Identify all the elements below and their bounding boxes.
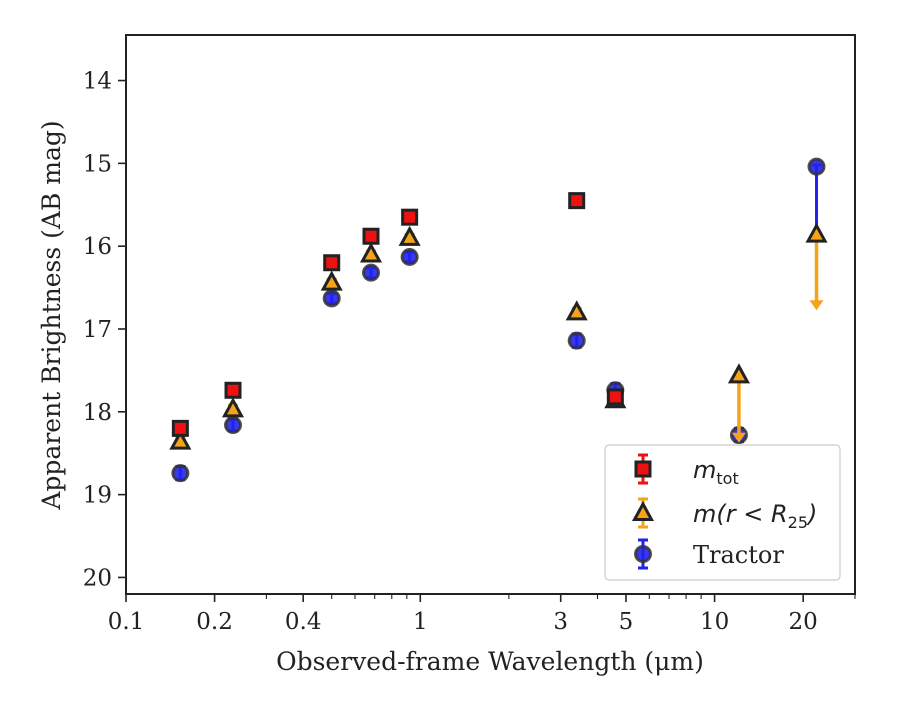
data-point-square (401, 208, 419, 226)
data-point-circle (567, 331, 586, 350)
data-point-triangle (565, 300, 588, 321)
x-tick-label: 1 (413, 609, 428, 635)
y-tick-label: 15 (83, 151, 112, 177)
x-tick-label: 3 (553, 609, 568, 635)
tick-layer: 0.1 0.2 0.4 1 3 5 10 20 14 15 16 17 18 19 20 (83, 69, 856, 635)
data-point-triangle (359, 242, 383, 263)
legend-box (604, 444, 841, 581)
series-mtot (171, 192, 624, 437)
data-point-circle (322, 289, 341, 308)
data-point-square (323, 254, 341, 272)
legend-mtot-sub: tot (716, 469, 738, 488)
x-tick-label: 5 (619, 609, 634, 635)
data-point-triangle (727, 363, 750, 384)
series-mr25 (169, 222, 828, 450)
plot-layer (169, 157, 828, 483)
y-tick-label: 16 (83, 234, 112, 260)
data-point-triangle (169, 429, 192, 450)
legend-mtot-main: m (693, 456, 716, 484)
x-tick-label: 0.4 (285, 609, 322, 635)
legend-mr25-sub: 25 (788, 513, 808, 532)
legend-marker-mr25 (631, 500, 655, 521)
series-tractor (171, 157, 826, 483)
legend-label-tractor: Tractor (693, 541, 784, 569)
data-point-triangle (398, 225, 421, 246)
data-point-circle (400, 247, 419, 266)
legend-label-mr25: m(r < R25) (693, 500, 817, 532)
data-point-triangle (805, 222, 828, 243)
x-tick-label: 10 (700, 609, 729, 635)
upper-limit-arrowhead (809, 300, 824, 311)
data-point-triangle (320, 270, 343, 291)
y-tick-label: 14 (83, 69, 112, 95)
data-point-circle (362, 263, 381, 282)
y-tick-label: 19 (83, 483, 112, 509)
legend-mr25-tail: ) (806, 500, 817, 528)
legend-label-mtot: mtot (693, 456, 739, 488)
data-point-circle (171, 464, 190, 483)
y-tick-label: 17 (83, 317, 112, 343)
data-point-square (171, 419, 189, 437)
data-point-square (362, 227, 380, 245)
x-tick-label: 0.1 (108, 609, 145, 635)
legend-markers (631, 453, 655, 570)
legend-mr25-main: m(r < R (693, 500, 788, 528)
y-tick-label: 18 (83, 400, 112, 426)
upper-limit-arrowhead (731, 432, 746, 443)
plot-frame (125, 34, 856, 595)
y-tick-label: 20 (83, 565, 112, 591)
legend-marker-tractor (634, 545, 652, 563)
x-tick-label: 0.2 (196, 609, 233, 635)
data-point-circle (224, 416, 243, 435)
x-tick-label: 20 (789, 609, 818, 635)
y-axis-label: Apparent Brightness (AB mag) (37, 120, 66, 510)
data-point-circle (807, 157, 826, 176)
x-axis-label: Observed-frame Wavelength (μm) (276, 647, 704, 676)
data-point-triangle (221, 397, 245, 418)
legend: mtot m(r < R25) Tractor (604, 444, 841, 581)
data-point-square (568, 192, 586, 210)
legend-marker-mtot (634, 460, 652, 478)
data-point-square (224, 381, 242, 399)
data-point-square (606, 388, 624, 406)
